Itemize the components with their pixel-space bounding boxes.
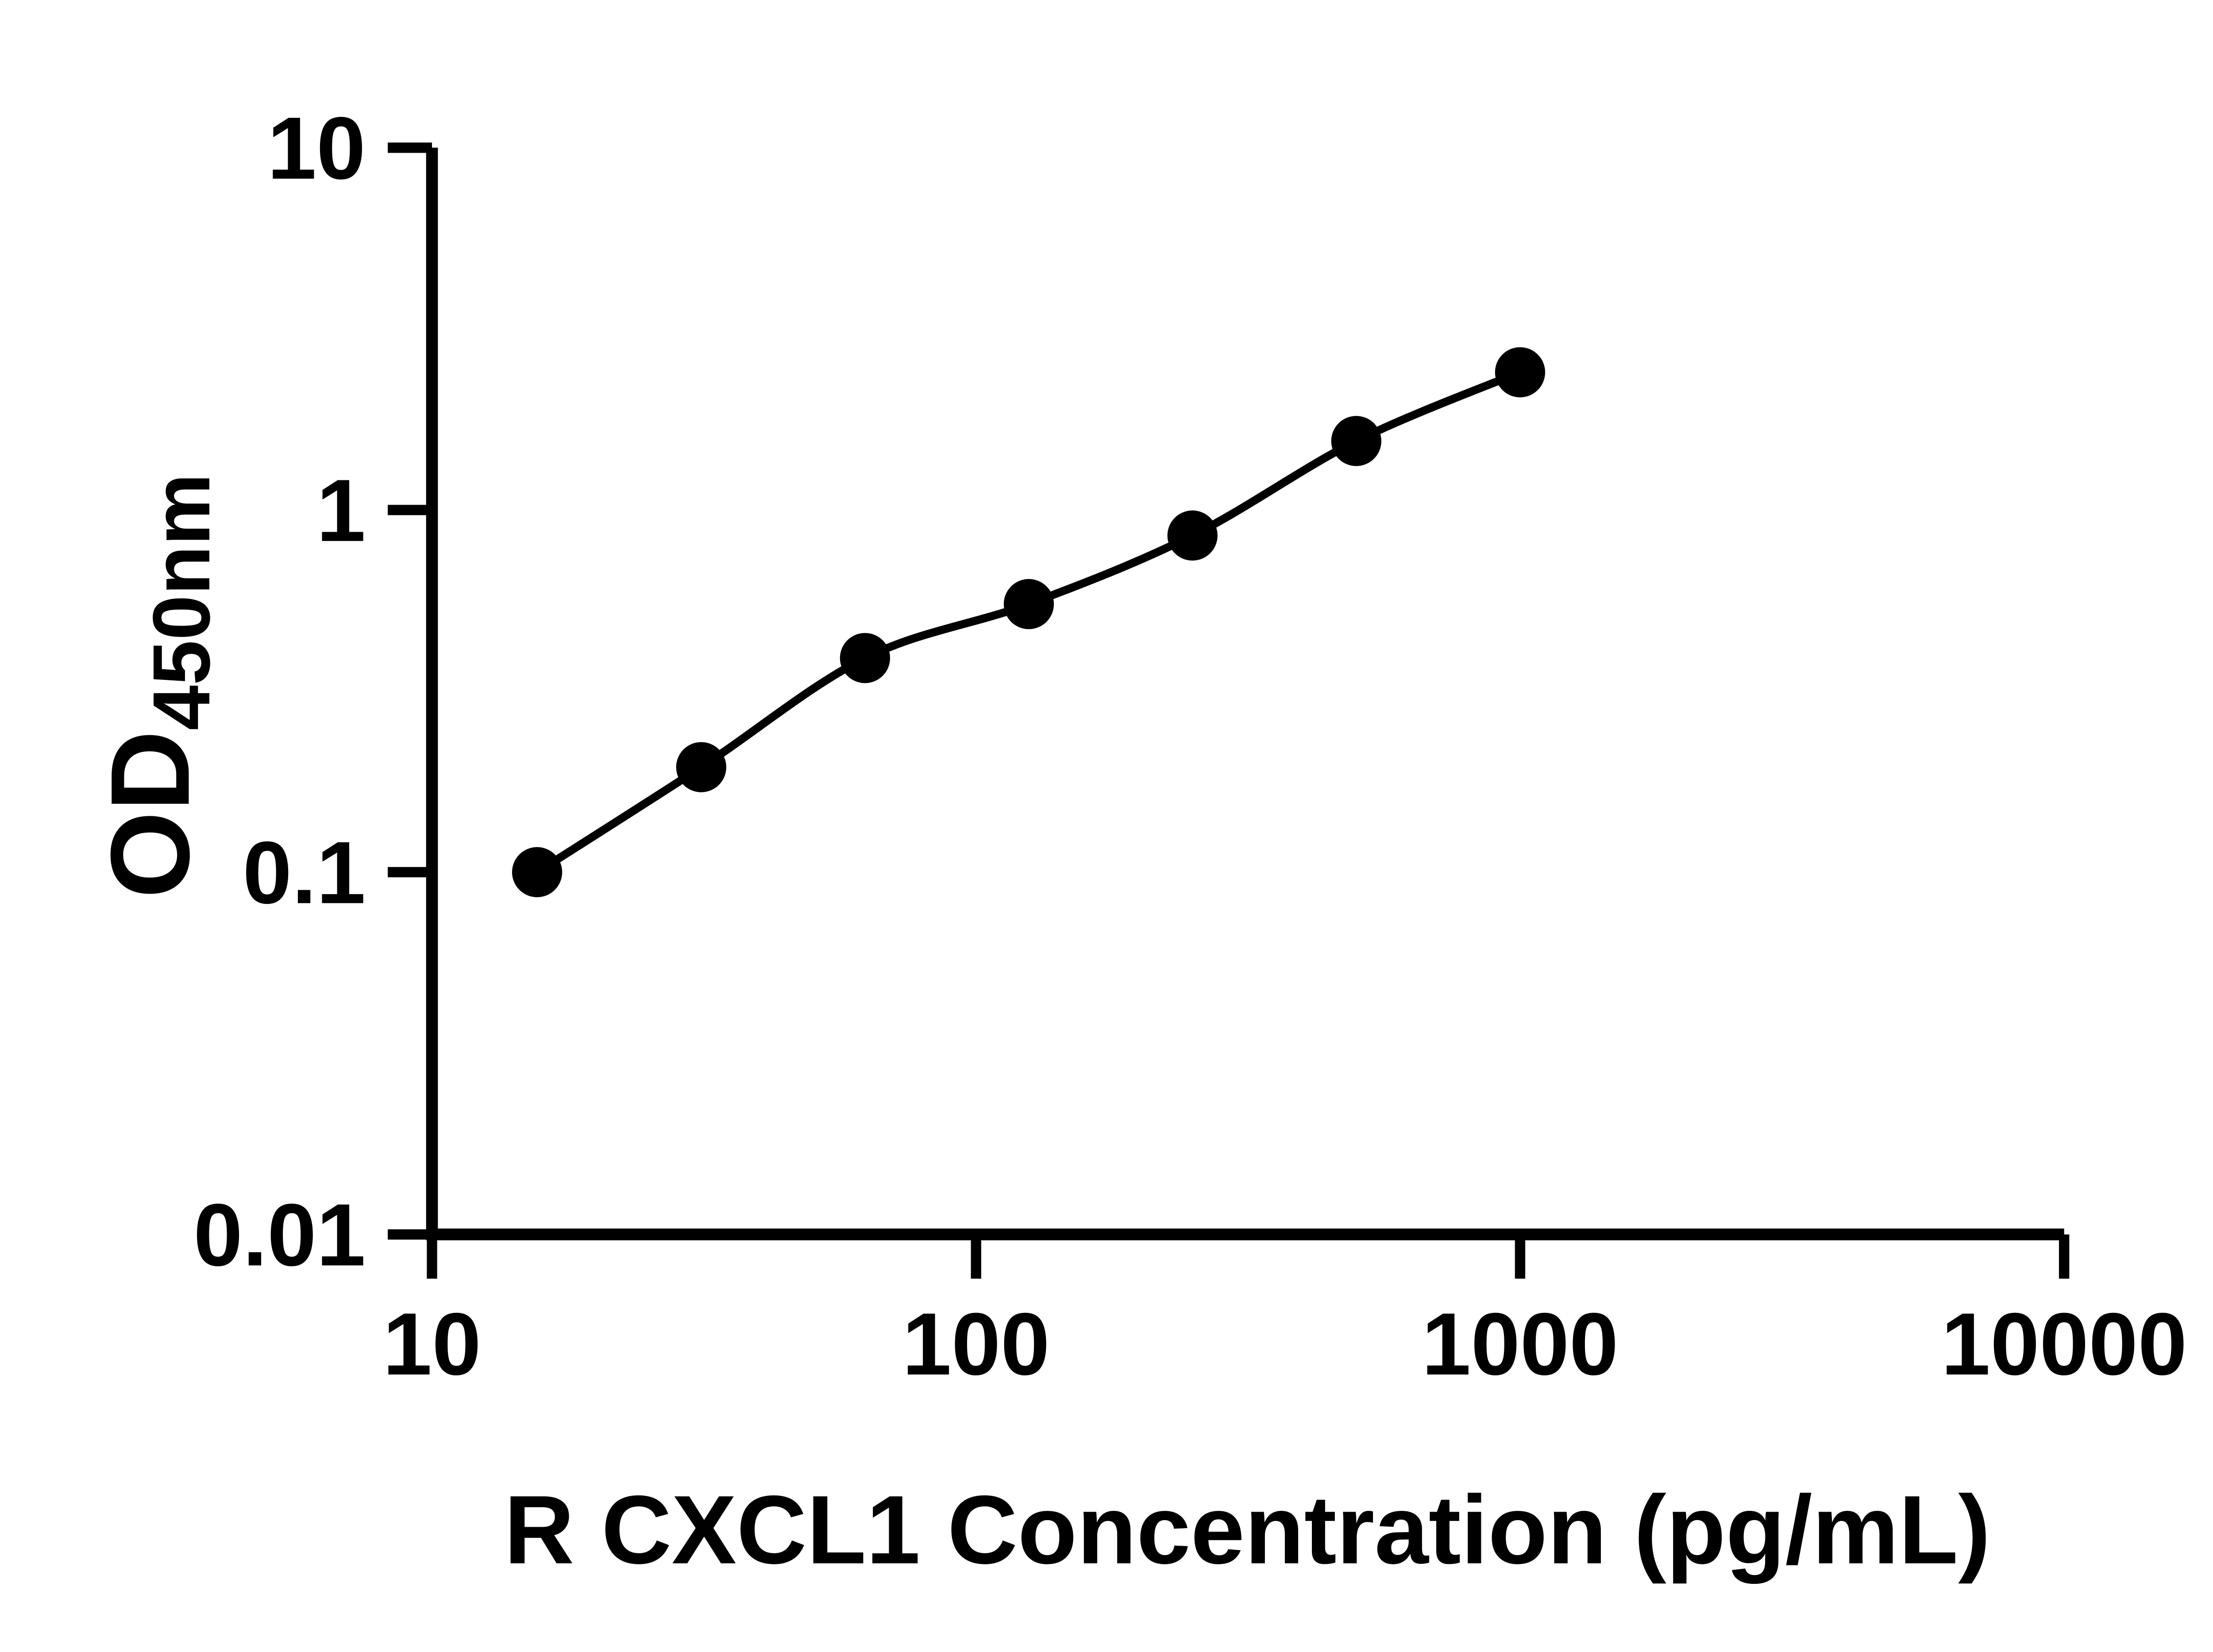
data-point	[1331, 416, 1381, 466]
data-point	[1003, 579, 1054, 629]
axis-spine	[426, 147, 2064, 1241]
y-tick-label: 10	[267, 99, 366, 198]
x-tick-label: 1000	[1422, 1295, 1619, 1393]
x-tick-label: 10	[383, 1295, 481, 1393]
data-point	[676, 742, 726, 792]
y-axis-title-main: OD	[87, 730, 212, 899]
x-tick-label: 100	[902, 1295, 1049, 1393]
plot-layer: 10 100 1000 10000 0.01 0.1 1 10	[193, 99, 2187, 1394]
y-tick-label: 0.01	[193, 1186, 366, 1285]
data-point	[512, 847, 563, 897]
y-axis-title-subscript: 450nm	[136, 473, 227, 730]
data-point	[1167, 510, 1218, 561]
y-tick-label: 0.1	[243, 823, 366, 922]
data-point	[840, 633, 891, 683]
x-tick-label: 10000	[1941, 1295, 2187, 1393]
data-point	[1495, 347, 1546, 398]
x-axis-title: R CXCL1 Concentration (pg/mL)	[504, 1475, 1991, 1584]
y-tick-label: 1	[316, 461, 366, 560]
y-axis-title: OD450nm	[87, 473, 227, 898]
